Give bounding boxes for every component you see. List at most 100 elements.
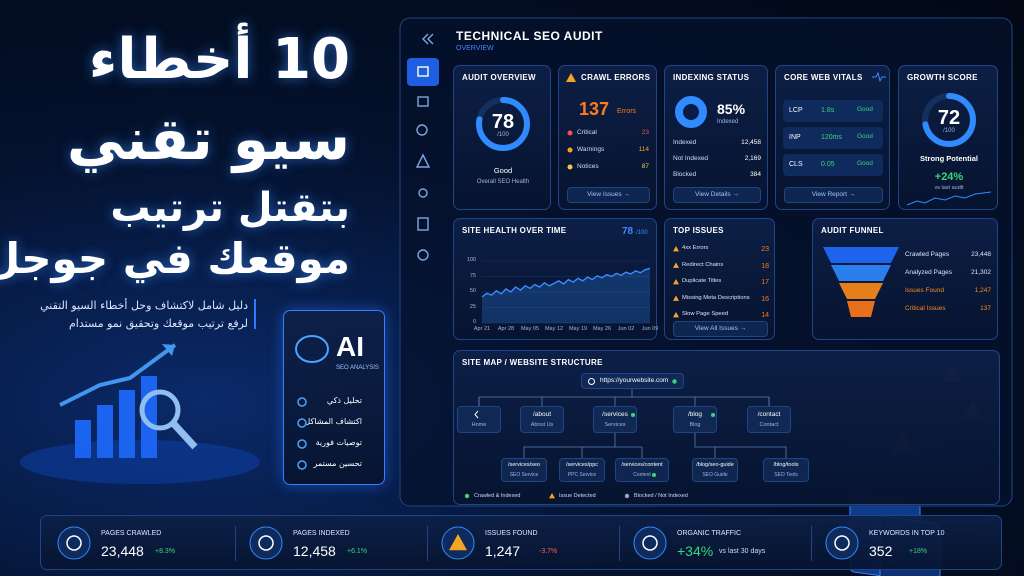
card-title: CRAWL ERRORS	[581, 73, 651, 82]
stat-icon	[633, 526, 667, 560]
connector	[632, 396, 770, 406]
stat-change: +8.3%	[155, 548, 176, 555]
warning-icon	[673, 262, 679, 268]
ai-item-icon	[297, 460, 307, 470]
page-node: /services Services	[593, 406, 637, 433]
card-title: AUDIT FUNNEL	[821, 226, 884, 235]
score-max: /100	[943, 128, 955, 134]
graphic	[823, 247, 899, 317]
ai-badge: AI	[336, 331, 364, 362]
row-label: Not Indexed	[673, 155, 709, 162]
card-title: AUDIT OVERVIEW	[462, 73, 536, 82]
graphic	[567, 164, 573, 170]
ai-item-icon	[297, 397, 307, 407]
vital-value: 120ms	[821, 134, 843, 141]
stat-icon	[57, 526, 91, 560]
indexing-card: INDEXING STATUS 85% Indexed Indexed 12,458 No…	[664, 65, 768, 210]
rating: Good	[493, 166, 513, 175]
row-value: 23	[641, 129, 649, 136]
graphic	[631, 413, 635, 417]
legend-label: Issue Detected	[559, 493, 596, 499]
x-tick-label: Jun 09	[641, 326, 659, 332]
caption: vs last audit	[934, 185, 964, 191]
link-button[interactable]: View All Issues →	[673, 321, 768, 337]
node-label: Home	[471, 422, 487, 428]
audit-funnel-card: AUDIT FUNNEL Crawled Pages 23,448 Analyzed …	[812, 218, 998, 340]
legend-icon	[464, 493, 470, 499]
vital-name: INP	[789, 134, 801, 141]
status-dot	[631, 413, 635, 417]
score: 78	[622, 226, 634, 237]
graphic	[588, 378, 595, 385]
link-button[interactable]: View Details →	[673, 187, 761, 203]
link-button[interactable]: View Report →	[784, 187, 883, 203]
node-label: About Us	[530, 422, 554, 428]
node-path: /blog	[687, 411, 703, 418]
subtitle: لرفع ترتيب موقعك وتحقيق نمو مستدام	[68, 317, 248, 330]
stage-value: 21,302	[971, 269, 991, 276]
status-dot	[672, 379, 677, 384]
stat-label: ORGANIC TRAFFIC	[677, 530, 742, 537]
stat-change: -3.7%	[539, 548, 558, 555]
stat-value: 23,448	[101, 543, 144, 559]
stat-value: +34%	[677, 543, 714, 559]
site-map-card: SITE MAP / WEBSITE STRUCTURE https://your…	[453, 350, 1000, 505]
brain-icon	[295, 335, 329, 363]
percent: 85%	[717, 101, 746, 117]
ai-item: تحليل ذكي	[326, 396, 362, 405]
x-tick-label: May 19	[568, 326, 588, 332]
page-node: /services/seo SEO Service	[501, 458, 547, 482]
warning-icon	[673, 295, 679, 301]
divider	[235, 526, 236, 561]
y-tick-label: 0	[472, 319, 476, 325]
site-health-card: SITE HEALTH OVER TIME 78/100 0 25 50 75 100 Apr…	[453, 218, 658, 340]
stat-label: PAGES CRAWLED	[101, 530, 162, 537]
graphic	[633, 526, 667, 560]
unit: Errors	[617, 108, 637, 115]
stats-bar: PAGES CRAWLED 23,448 +8.3% PAGES INDEXED 12,…	[40, 515, 1002, 570]
row-value: 87	[641, 163, 649, 170]
node-path: /services/ppc	[565, 462, 599, 468]
funnel-stage	[847, 301, 875, 317]
graphic	[295, 335, 329, 363]
card-title: SITE HEALTH OVER TIME	[462, 226, 567, 235]
vital-value: 0.05	[821, 161, 835, 168]
ai-item: تحسين مستمر	[313, 459, 362, 468]
link-text: View Issues →	[587, 191, 630, 198]
vital-name: CLS	[789, 161, 803, 168]
link-button[interactable]: View Issues →	[567, 187, 650, 203]
node-path: /services/seo	[507, 462, 541, 468]
row-label: Critical	[577, 129, 597, 136]
hero-line: 10 أخطاء	[88, 27, 350, 92]
row-value: 12,458	[741, 139, 761, 146]
caption: Indexed	[717, 119, 739, 125]
stage-label: Analyzed Pages	[905, 269, 952, 276]
dashboard-title: TECHNICAL SEO AUDIT	[456, 29, 603, 43]
card-title: CORE WEB VITALS	[784, 73, 863, 82]
sidebar	[407, 33, 439, 261]
node-label: Services	[604, 422, 626, 428]
stat-icon	[825, 526, 859, 560]
row-label: Blocked	[673, 171, 697, 178]
graphic	[672, 379, 677, 384]
y-tick-label: 50	[469, 288, 476, 294]
page-node: /services/content Content	[615, 458, 669, 482]
row-label: Notices	[577, 163, 599, 170]
graphic	[478, 389, 787, 458]
page-node: /services/ppc PPC Service	[559, 458, 605, 482]
score-arc	[922, 93, 976, 147]
ai-label: SEO ANALYSIS	[336, 365, 379, 371]
card-title: SITE MAP / WEBSITE STRUCTURE	[462, 358, 603, 367]
graphic	[673, 246, 679, 318]
page-node: /blog Blog	[673, 406, 717, 433]
sparkline	[906, 191, 992, 206]
issue-label: Missing Meta Descriptions	[682, 294, 750, 301]
x-tick-label: May 26	[592, 326, 612, 332]
graphic	[57, 526, 91, 560]
connector	[694, 433, 787, 458]
stat-change: +18%	[909, 548, 928, 555]
card-title: TOP ISSUES	[673, 226, 724, 235]
score-max: /100	[636, 230, 648, 236]
graphic	[825, 526, 859, 560]
issue-value: 14	[761, 312, 769, 319]
